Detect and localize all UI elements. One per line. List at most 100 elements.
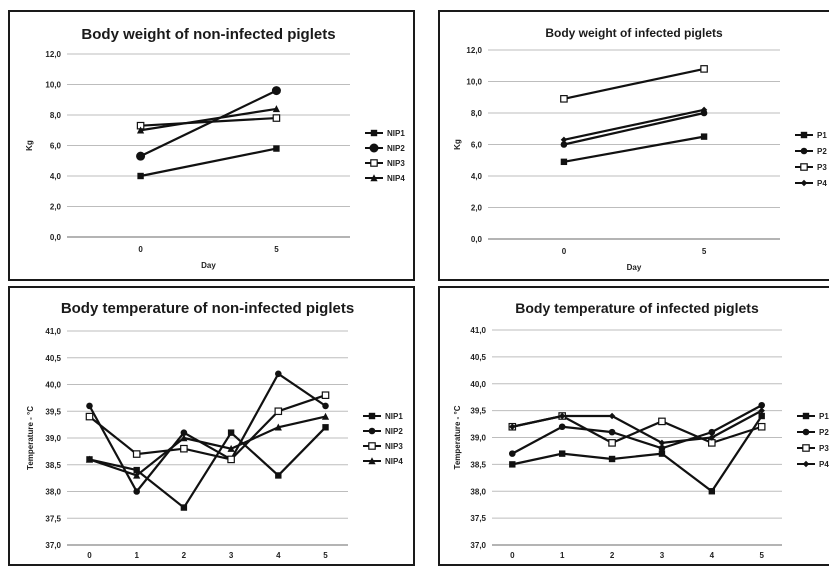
data-point bbox=[133, 466, 140, 474]
series-nip2 bbox=[136, 86, 281, 161]
data-point bbox=[275, 370, 282, 378]
series-nip4 bbox=[136, 105, 281, 134]
data-point bbox=[700, 133, 708, 140]
series-line bbox=[88, 394, 326, 461]
y-tick-label: 12,0 bbox=[45, 50, 61, 59]
series-line bbox=[89, 426, 327, 510]
data-point bbox=[85, 412, 94, 421]
legend-label: NIP1 bbox=[387, 129, 405, 138]
data-point bbox=[273, 145, 280, 152]
data-point bbox=[758, 401, 765, 409]
y-tick-label: 39,0 bbox=[470, 434, 486, 443]
x-tick-label: 4 bbox=[710, 551, 715, 560]
y-tick-label: 38,5 bbox=[45, 461, 61, 470]
chart-svg: Body weight of infected piglets 0,0 2,0 4,0… bbox=[453, 26, 827, 272]
legend-marker bbox=[800, 147, 808, 155]
data-point bbox=[133, 488, 140, 495]
y-tick-label: 37,0 bbox=[45, 541, 61, 550]
data-point bbox=[608, 439, 616, 447]
legend-item: P4 bbox=[795, 179, 827, 188]
legend-label: P1 bbox=[819, 412, 829, 421]
series-line bbox=[563, 135, 705, 163]
data-point bbox=[758, 407, 765, 414]
chart-title: Body temperature of infected piglets bbox=[515, 300, 759, 316]
series-line bbox=[140, 89, 277, 158]
series-line bbox=[563, 67, 705, 100]
series-line bbox=[140, 147, 277, 178]
y-tick-label: 6,0 bbox=[50, 142, 62, 151]
data-point bbox=[136, 151, 146, 161]
x-tick-label: 5 bbox=[274, 245, 279, 254]
legend-item: NIP2 bbox=[365, 143, 405, 153]
x-tick-label: 0 bbox=[510, 551, 515, 560]
y-tick-label: 10,0 bbox=[466, 78, 482, 87]
chart-svg: Body temperature of infected piglets 37,0… bbox=[453, 300, 829, 560]
x-axis-label: Day bbox=[201, 261, 216, 270]
data-point bbox=[560, 141, 568, 148]
series-p4 bbox=[560, 106, 708, 143]
data-point bbox=[322, 402, 329, 410]
data-point bbox=[509, 423, 516, 430]
y-axis-label: Temperature - °C bbox=[26, 406, 35, 470]
x-tick-label: 5 bbox=[323, 551, 328, 560]
y-tick-label: 0,0 bbox=[471, 235, 483, 244]
legend-marker bbox=[368, 427, 376, 435]
x-tick-label: 3 bbox=[660, 551, 665, 560]
legend-label: NIP3 bbox=[387, 159, 405, 168]
series-line bbox=[563, 108, 705, 141]
series-line bbox=[89, 415, 326, 477]
data-point bbox=[227, 455, 235, 464]
data-point bbox=[227, 429, 235, 436]
data-point bbox=[558, 412, 566, 420]
x-tick-label: 5 bbox=[759, 551, 764, 560]
data-point bbox=[560, 136, 568, 143]
series-line bbox=[88, 372, 327, 494]
data-point bbox=[708, 428, 716, 436]
y-tick-label: 39,5 bbox=[45, 407, 61, 416]
data-point bbox=[132, 450, 141, 458]
x-tick-label: 0 bbox=[138, 245, 143, 254]
series-p2 bbox=[560, 109, 708, 148]
legend-item: P1 bbox=[797, 412, 829, 421]
legend-item: NIP1 bbox=[365, 129, 405, 138]
data-point bbox=[133, 471, 141, 479]
x-tick-label: 2 bbox=[610, 551, 615, 560]
x-tick-label: 3 bbox=[229, 551, 234, 560]
data-point bbox=[86, 402, 93, 410]
data-point bbox=[558, 450, 566, 457]
data-point bbox=[136, 126, 145, 134]
legend-label: P4 bbox=[817, 179, 827, 188]
legend-item: P1 bbox=[795, 131, 827, 140]
legend-item: NIP3 bbox=[365, 159, 405, 168]
chart-svg: Body temperature of non-infected piglets… bbox=[26, 300, 403, 560]
chart-title: Body weight of non-infected piglets bbox=[81, 26, 335, 43]
series-line bbox=[140, 107, 277, 132]
legend-label: NIP4 bbox=[387, 174, 405, 183]
legend-item: NIP1 bbox=[363, 412, 403, 421]
legend-label: NIP2 bbox=[385, 427, 403, 436]
data-point bbox=[708, 488, 716, 495]
data-point bbox=[272, 105, 281, 113]
data-point bbox=[322, 424, 329, 431]
series-nip3 bbox=[85, 391, 330, 464]
legend-marker bbox=[802, 428, 810, 436]
y-tick-label: 4,0 bbox=[50, 172, 62, 181]
y-tick-label: 40,0 bbox=[470, 380, 486, 389]
y-tick-label: 2,0 bbox=[471, 204, 483, 213]
legend-label: NIP3 bbox=[385, 442, 403, 451]
data-point bbox=[137, 172, 144, 180]
data-point bbox=[271, 86, 281, 96]
legend-label: NIP1 bbox=[385, 412, 403, 421]
y-tick-label: 40,5 bbox=[45, 354, 61, 363]
data-point bbox=[180, 444, 188, 453]
legend-item: NIP3 bbox=[363, 442, 403, 451]
data-point bbox=[274, 423, 282, 431]
y-tick-label: 39,0 bbox=[45, 434, 61, 443]
legend-marker bbox=[370, 129, 378, 137]
series-p4 bbox=[509, 407, 765, 447]
chart-title: Body weight of infected piglets bbox=[545, 26, 723, 40]
series-line bbox=[140, 116, 277, 127]
y-tick-label: 10,0 bbox=[45, 81, 61, 90]
chart-panel-weight-non-infected: Body weight of non-infected piglets 0,0 2,… bbox=[8, 10, 415, 281]
legend-item: NIP2 bbox=[363, 427, 403, 436]
